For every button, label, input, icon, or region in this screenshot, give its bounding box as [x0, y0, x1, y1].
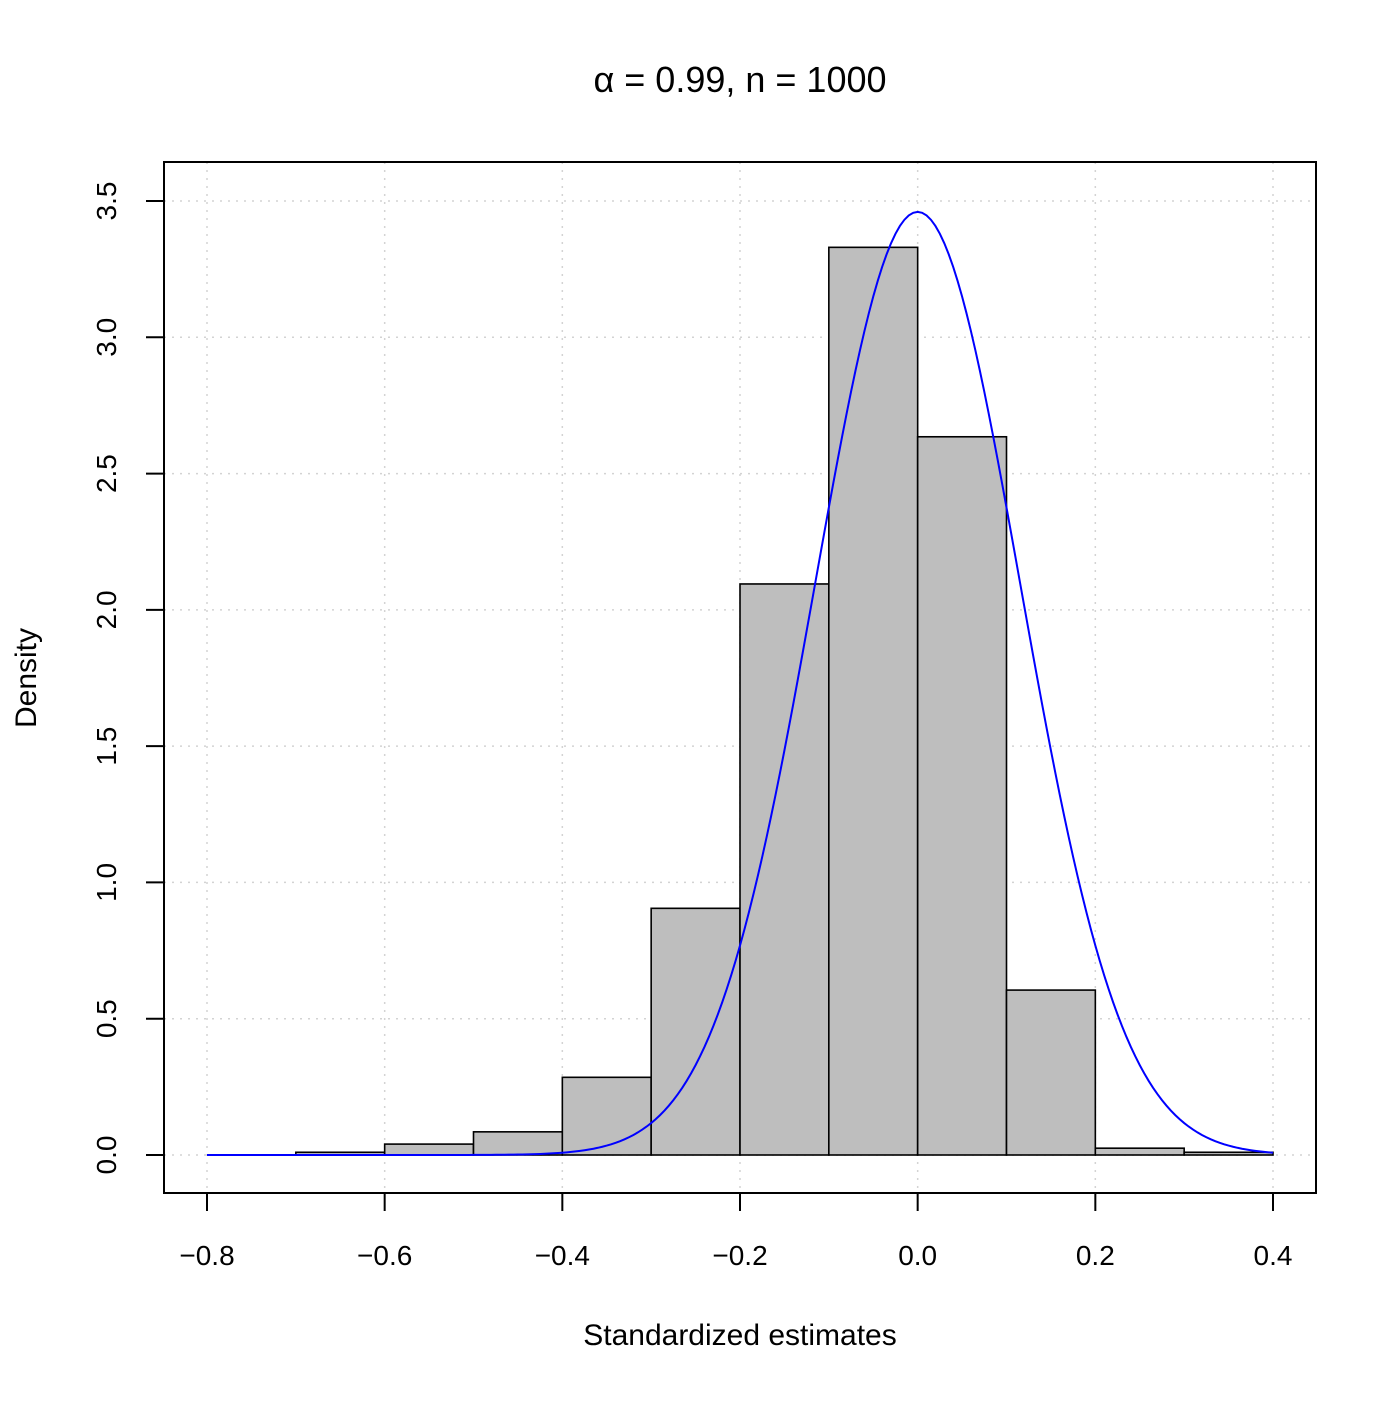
x-tick-label: −0.6 — [357, 1240, 412, 1271]
y-tick-label: 0.0 — [91, 1136, 122, 1175]
histogram-bar — [1183, 1151, 1274, 1156]
bars-layer — [295, 246, 1274, 1156]
y-tick-label: 3.0 — [91, 318, 122, 357]
y-tick-label: 2.0 — [91, 590, 122, 629]
y-tick-label: 1.5 — [91, 727, 122, 766]
x-tick-label: 0.0 — [898, 1240, 937, 1271]
density-curve — [207, 210, 1274, 1156]
histogram-bar — [1094, 1147, 1185, 1156]
histogram-bar — [383, 1143, 475, 1156]
histogram-bar — [828, 246, 919, 1156]
x-tick-label: −0.2 — [712, 1240, 767, 1271]
x-tick-label: −0.4 — [535, 1240, 590, 1271]
curve-layer — [207, 210, 1274, 1156]
x-tick-label: 0.4 — [1254, 1240, 1293, 1271]
x-tick-label: 0.2 — [1076, 1240, 1115, 1271]
y-tick-label: 1.0 — [91, 863, 122, 902]
histogram-bar — [472, 1131, 564, 1156]
histogram-bar — [561, 1076, 652, 1156]
x-axis-label: Standardized estimates — [583, 1319, 897, 1352]
y-axis-label: Density — [10, 628, 43, 728]
y-tick-label: 2.5 — [91, 454, 122, 493]
x-tick-label: −0.8 — [179, 1240, 234, 1271]
y-tick-label: 3.5 — [91, 182, 122, 221]
histogram-bar — [916, 435, 1008, 1156]
y-axis: 0.0 0.5 1.0 1.5 2.0 2.5 3.0 3.5 — [91, 182, 165, 1175]
y-tick-label: 0.5 — [91, 999, 122, 1038]
chart-title: α = 0.99, n = 1000 — [593, 59, 886, 100]
histogram-bar — [1005, 989, 1097, 1156]
histogram-bar — [650, 907, 741, 1156]
histogram-bar — [739, 583, 830, 1156]
x-axis: −0.8 −0.6 −0.4 −0.2 0.0 0.2 0.4 — [179, 1192, 1293, 1271]
